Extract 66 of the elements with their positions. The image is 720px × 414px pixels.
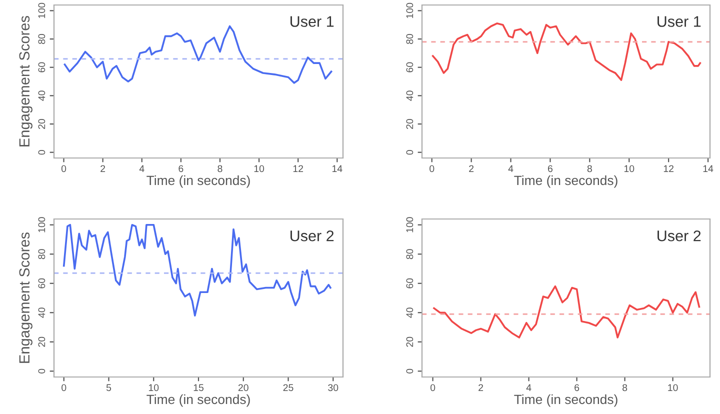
- x-tick-label: 4: [526, 384, 532, 391]
- x-tick-label: 4: [139, 165, 144, 172]
- x-tick-label: 4: [508, 165, 514, 172]
- line-series: [62, 224, 332, 316]
- y-tick-label: 60: [38, 278, 46, 288]
- line-series: [433, 285, 700, 338]
- x-tick-label: 12: [664, 165, 674, 172]
- y-tick-label: 80: [38, 249, 46, 260]
- x-tick-label: 15: [194, 384, 204, 392]
- y-tick-label: 0: [38, 150, 46, 155]
- x-tick-label: 5: [106, 384, 112, 392]
- x-tick-label: 8: [622, 384, 628, 392]
- y-tick-label: 40: [406, 90, 414, 101]
- x-axis-title: Time (in seconds): [514, 175, 618, 188]
- y-tick-label: 20: [406, 118, 414, 129]
- y-tick-label: 80: [406, 34, 414, 44]
- x-tick-label: 0: [61, 165, 66, 172]
- y-tick-label: 20: [38, 118, 46, 129]
- y-tick-label: 20: [406, 336, 414, 347]
- annotation: User 2: [658, 230, 701, 242]
- x-tick-label: 30: [328, 384, 338, 392]
- y-tick-label: 20: [38, 336, 46, 347]
- y-tick-label: 40: [38, 308, 46, 318]
- y-tick-label: 60: [406, 62, 414, 72]
- y-axis-title: Engagement Scores: [19, 232, 32, 363]
- x-tick-label: 6: [548, 165, 552, 172]
- x-tick-label: 2: [100, 165, 106, 172]
- x-tick-label: 8: [587, 165, 592, 172]
- y-tick-label: 100: [38, 2, 46, 18]
- x-tick-label: 2: [478, 384, 484, 391]
- x-tick-label: 10: [148, 384, 159, 392]
- x-axis-title: Time (in seconds): [146, 394, 250, 407]
- x-tick-label: 2: [469, 165, 474, 172]
- y-tick-label: 100: [38, 217, 46, 232]
- x-tick-label: 0: [430, 165, 434, 172]
- annotation: User 1: [658, 16, 701, 27]
- y-tick-label: 40: [38, 90, 46, 101]
- x-tick-label: 6: [574, 384, 580, 392]
- y-tick-label: 0: [38, 368, 46, 374]
- y-tick-label: 40: [406, 308, 414, 318]
- x-tick-label: 14: [703, 165, 714, 172]
- y-tick-label: 80: [38, 34, 46, 44]
- x-tick-label: 10: [668, 384, 678, 392]
- x-tick-label: 14: [332, 165, 342, 172]
- x-tick-label: 8: [218, 165, 222, 172]
- x-axis-title: Time (in seconds): [146, 175, 250, 188]
- y-tick-label: 60: [406, 278, 414, 288]
- y-tick-label: 0: [406, 368, 414, 374]
- y-tick-label: 60: [38, 62, 46, 72]
- x-tick-label: 0: [430, 384, 436, 392]
- x-tick-label: 20: [238, 384, 248, 392]
- x-tick-label: 6: [178, 165, 184, 172]
- y-tick-label: 80: [406, 249, 414, 260]
- annotation: User 2: [290, 230, 334, 242]
- y-tick-label: 100: [406, 217, 414, 232]
- line-series: [64, 25, 332, 84]
- y-tick-label: 100: [406, 2, 414, 18]
- annotation: User 1: [290, 16, 334, 27]
- y-axis-title: Engagement Scores: [19, 16, 32, 146]
- x-tick-label: 10: [624, 165, 634, 172]
- y-tick-label: 0: [406, 150, 414, 155]
- x-tick-label: 12: [293, 165, 304, 172]
- x-tick-label: 0: [62, 384, 66, 392]
- x-tick-label: 25: [283, 384, 294, 392]
- x-axis-title: Time (in seconds): [514, 394, 618, 407]
- x-tick-label: 10: [254, 165, 264, 172]
